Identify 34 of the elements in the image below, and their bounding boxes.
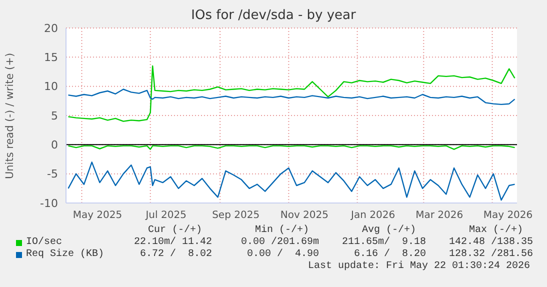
y-tick-label: 20: [44, 22, 58, 35]
y-tick-label: 5: [51, 109, 58, 122]
y-tick-label: -10: [40, 196, 58, 210]
y-tick-label: 10: [44, 80, 58, 94]
x-tick-label: May 2026: [483, 210, 533, 222]
x-tick-label: Jan 2026: [350, 210, 396, 222]
y-axis-title: Units read (-) / write (+): [4, 52, 16, 179]
legend-label: Req Size (KB): [26, 249, 106, 261]
x-tick-label: Mar 2026: [416, 210, 464, 222]
text: 6.72 / 8.02: [138, 249, 212, 261]
y-tick-label: 0: [51, 138, 58, 152]
legend-label: IO/sec: [26, 237, 64, 248]
text: 211.65m/ 9.18: [340, 237, 426, 248]
y-tick-label: 15: [44, 51, 58, 64]
y-tick-label: -5: [47, 168, 58, 181]
text: Cur (-/+): [146, 225, 202, 236]
x-tick-label: Sep 2025: [212, 210, 260, 222]
x-tick-label: Nov 2025: [280, 210, 329, 222]
text: 6.16 / 8.20: [352, 249, 426, 260]
text: Last update: Fri May 22 01:30:24 2026: [306, 261, 530, 273]
text: 22.10m/ 11.42: [132, 237, 212, 248]
line-series: [68, 65, 516, 122]
chart-title: IOs for /dev/sda - by year: [190, 8, 357, 23]
text: 0.00 / 4.90: [246, 249, 319, 261]
line-series: [68, 88, 516, 106]
text: 0.00 /201.69m: [240, 237, 319, 248]
line-series: [68, 162, 516, 201]
text: Avg (-/+): [360, 225, 416, 236]
text: Max (-/+): [468, 225, 523, 236]
text: 128.32 /281.56: [448, 249, 533, 261]
x-tick-label: May 2025: [72, 210, 122, 222]
x-tick-label: Jul 2025: [144, 210, 186, 222]
text: Min (-/+): [254, 225, 309, 236]
text: 142.48 /138.35: [448, 237, 533, 248]
